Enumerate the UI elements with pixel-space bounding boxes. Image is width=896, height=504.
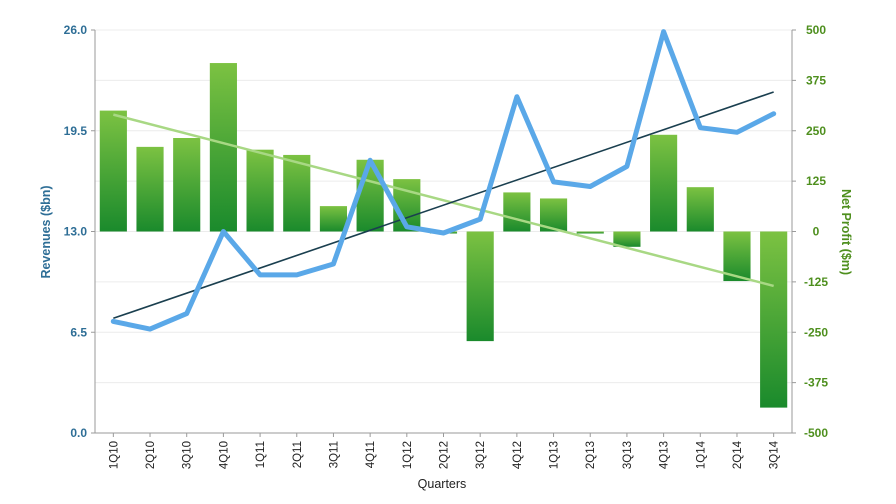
- x-tick-label: 4Q10: [218, 441, 230, 469]
- x-tick-label: 3Q11: [328, 441, 340, 468]
- profit-bar: [319, 206, 348, 232]
- x-tick-label: 4Q11: [365, 441, 377, 468]
- x-tick-label: 2Q14: [732, 440, 744, 469]
- right-tick-label: 0: [813, 225, 820, 239]
- revenue-line: [110, 29, 777, 332]
- x-tick-label: 2Q11: [292, 441, 304, 468]
- profit-bar: [173, 138, 201, 232]
- right-tick-label: 500: [806, 23, 826, 37]
- x-tick-label: 3Q12: [475, 441, 487, 469]
- profit-trendline: [113, 113, 774, 288]
- right-tick-label: -250: [804, 325, 828, 339]
- right-tick-label: -500: [804, 426, 828, 440]
- profit-bar: [650, 134, 678, 232]
- net-profit-bars: [99, 63, 788, 408]
- axes: 0.0 6.5 13.0 19.5 26.0 -500 -375 -250 -125 0 125 25…: [64, 23, 829, 469]
- x-tick-label: 4Q12: [512, 441, 524, 469]
- right-tick-label: 250: [806, 124, 826, 138]
- x-tick-label: 1Q14: [695, 440, 707, 469]
- x-tick-label: 2Q13: [585, 441, 597, 469]
- x-tick-label: 2Q12: [439, 441, 451, 469]
- left-tick-label: 6.5: [70, 325, 87, 339]
- profit-bar: [760, 231, 788, 408]
- profit-bar: [356, 159, 384, 232]
- left-tick-label: 26.0: [64, 23, 88, 37]
- left-tick-label: 19.5: [64, 124, 88, 138]
- profit-bar: [246, 149, 274, 232]
- right-tick-label: 125: [806, 174, 826, 188]
- left-tick-label: 0.0: [70, 426, 87, 440]
- right-tick-label: 375: [806, 73, 826, 87]
- x-tick-label: 1Q12: [402, 441, 414, 469]
- x-tick-label: 3Q14: [769, 440, 781, 469]
- left-tick-label: 13.0: [64, 225, 88, 239]
- x-tick-label: 2Q10: [145, 441, 157, 469]
- profit-bar: [503, 192, 531, 232]
- right-tick-label: -125: [804, 275, 828, 289]
- x-tick-label: 1Q11: [255, 441, 267, 468]
- profit-bar: [99, 110, 127, 232]
- x-tick-label: 1Q13: [549, 441, 561, 469]
- left-axis-title: Revenues ($bn): [39, 185, 53, 278]
- x-tick-label: 3Q10: [182, 441, 194, 469]
- profit-bar: [613, 231, 641, 247]
- profit-bar: [686, 187, 714, 232]
- profit-bar: [136, 146, 164, 232]
- x-axis-title: Quarters: [418, 477, 467, 491]
- profit-bar: [283, 154, 311, 232]
- x-tick-label: 4Q13: [659, 441, 671, 469]
- right-tick-label: -375: [804, 376, 828, 390]
- profit-bar: [466, 231, 494, 342]
- x-tick-label: 1Q10: [108, 441, 120, 469]
- trendlines: [113, 91, 774, 320]
- profit-bar: [576, 231, 604, 234]
- x-tick-label: 3Q13: [622, 441, 634, 469]
- revenue-trendline: [113, 91, 774, 320]
- right-axis-title: Net Profit ($m): [839, 189, 853, 275]
- profit-bar: [209, 63, 237, 232]
